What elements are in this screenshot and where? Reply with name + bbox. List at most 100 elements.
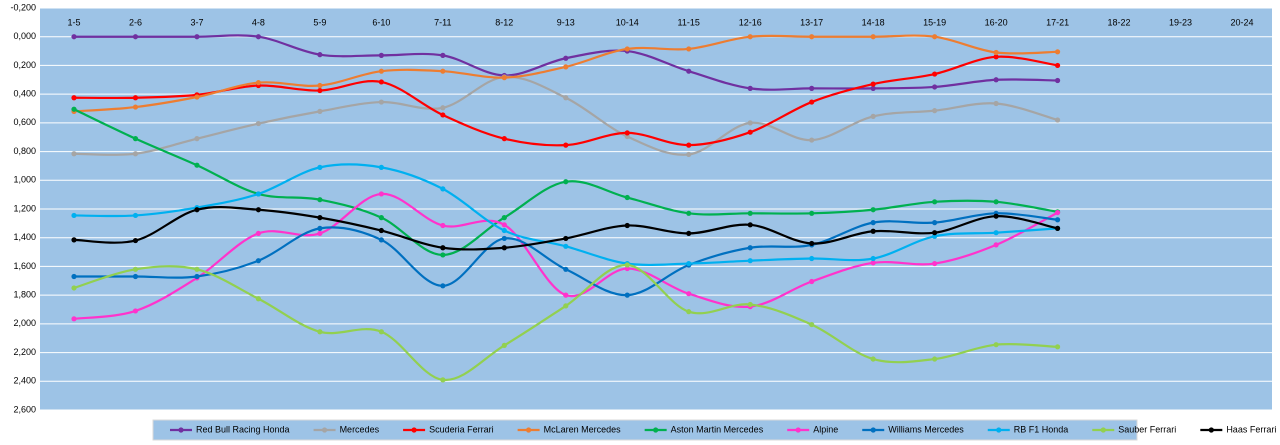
y-tick-label: 2,000 (13, 318, 36, 328)
data-point (624, 222, 630, 229)
legend-item: Mercedes (313, 424, 380, 434)
data-point (809, 240, 815, 247)
data-point (563, 243, 569, 249)
data-point (71, 285, 77, 291)
data-point (1054, 344, 1061, 350)
data-point (194, 207, 200, 213)
data-point (317, 52, 323, 58)
data-point (563, 64, 569, 70)
data-point (686, 142, 692, 148)
data-point (501, 235, 507, 242)
data-point (932, 71, 938, 77)
data-point (1054, 49, 1061, 55)
data-point (747, 120, 753, 126)
data-point (378, 52, 384, 58)
data-point (747, 258, 753, 264)
data-point (501, 215, 507, 221)
y-tick-label: 2,600 (13, 404, 36, 414)
legend-item: Red Bull Racing Honda (170, 424, 290, 434)
y-tick-label: 1,600 (13, 261, 36, 271)
x-tick-label: 14-18 (862, 17, 885, 27)
x-tick-label: 13-17 (800, 17, 823, 27)
legend-marker (653, 427, 659, 433)
x-tick-label: 3-7 (190, 17, 203, 27)
data-point (932, 260, 938, 267)
legend-item: RB F1 Honda (987, 424, 1068, 434)
data-point (747, 85, 753, 91)
data-point (563, 55, 569, 61)
data-point (993, 342, 999, 348)
x-tick-label: 8-12 (495, 17, 513, 27)
x-tick-label: 12-16 (739, 17, 762, 27)
data-point (932, 230, 938, 236)
data-point (501, 245, 507, 251)
data-point (870, 85, 876, 91)
data-point (194, 94, 200, 100)
data-point (870, 113, 876, 119)
x-tick-label: 15-19 (923, 17, 946, 27)
legend-label: Williams Mercedes (888, 424, 964, 434)
y-tick-label: 1,000 (13, 175, 36, 185)
data-point (932, 34, 938, 40)
data-point (932, 220, 938, 226)
data-point (194, 162, 200, 168)
data-point (624, 262, 630, 268)
data-point (993, 77, 999, 83)
data-point (255, 191, 262, 197)
data-point (255, 120, 262, 127)
data-point (255, 258, 262, 264)
data-point (747, 222, 753, 228)
x-tick-label: 6-10 (372, 17, 390, 27)
legend-label: McLaren Mercedes (544, 424, 622, 434)
data-point (255, 230, 262, 237)
data-point (809, 210, 815, 216)
legend-item: Scuderia Ferrari (403, 424, 494, 434)
data-point (255, 207, 262, 213)
data-point (255, 296, 262, 302)
data-point (378, 215, 384, 221)
data-point (132, 95, 139, 101)
data-point (378, 191, 384, 197)
data-point (1054, 117, 1061, 123)
data-point (194, 136, 200, 142)
data-point (932, 84, 938, 90)
y-tick-label: 2,200 (13, 347, 36, 357)
data-point (870, 207, 876, 213)
data-point (686, 210, 692, 216)
data-point (1054, 217, 1061, 223)
data-point (440, 112, 446, 118)
data-point (132, 266, 139, 272)
legend-item: McLaren Mercedes (517, 424, 622, 434)
data-point (71, 95, 77, 101)
data-point (132, 237, 139, 244)
data-point (809, 321, 815, 328)
data-point (563, 179, 569, 185)
data-point (255, 34, 262, 40)
legend-item: Haas Ferrari (1200, 424, 1276, 434)
data-point (132, 308, 139, 314)
data-point (194, 34, 200, 40)
data-point (317, 108, 323, 114)
legend-marker (526, 427, 532, 433)
data-point (255, 80, 262, 86)
series-line (73, 75, 1058, 156)
legend-marker (996, 427, 1002, 433)
x-tick-label: 11-15 (678, 17, 700, 27)
data-point (501, 227, 507, 234)
data-point (563, 292, 569, 298)
data-point (440, 222, 446, 229)
data-point (809, 278, 815, 285)
data-point (624, 130, 630, 136)
x-tick-label: 17-21 (1046, 17, 1069, 27)
data-point (71, 151, 77, 157)
legend-label: Mercedes (340, 424, 380, 434)
data-point (809, 255, 815, 262)
data-point (440, 186, 446, 192)
x-tick-label: 20-24 (1230, 17, 1253, 27)
x-tick-label: 18-22 (1108, 17, 1131, 27)
data-point (71, 316, 77, 322)
legend-item: Sauber Ferrari (1092, 424, 1176, 434)
data-point (317, 82, 323, 89)
data-point (378, 68, 384, 74)
